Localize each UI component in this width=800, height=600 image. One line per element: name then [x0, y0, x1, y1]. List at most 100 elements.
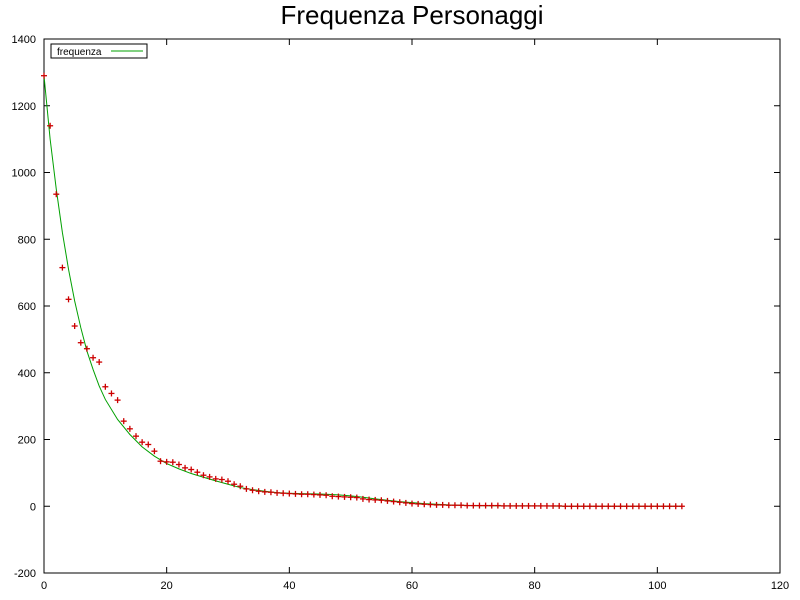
data-point [464, 502, 471, 509]
data-point [574, 503, 581, 510]
data-point [126, 425, 133, 432]
data-point [390, 498, 397, 505]
data-point [163, 458, 170, 465]
data-point [353, 494, 360, 501]
data-point [537, 502, 544, 509]
y-tick-label: 1400 [12, 34, 36, 46]
data-point [513, 502, 520, 509]
data-point [274, 489, 281, 496]
data-point [409, 500, 415, 507]
data-point [402, 499, 409, 506]
data-point [71, 323, 78, 330]
data-point [243, 485, 250, 492]
data-point [648, 503, 655, 510]
data-point [531, 502, 538, 509]
data-point [445, 502, 452, 509]
y-tick-label: 200 [18, 435, 36, 447]
data-point [586, 503, 593, 510]
data-point [611, 503, 618, 510]
data-point [261, 488, 268, 495]
data-point [654, 503, 661, 510]
data-point [421, 501, 428, 508]
data-point [568, 503, 575, 510]
data-point [384, 497, 391, 504]
data-point [439, 501, 446, 508]
data-point [114, 397, 121, 404]
data-point [298, 491, 305, 498]
y-tick-label: 600 [18, 301, 36, 313]
data-point [151, 448, 158, 455]
data-point [629, 503, 636, 510]
axis-ticks: 0 20 40 60 80 100 120 -200 0 200 400 600 800 1000 1200… [12, 34, 790, 592]
data-point [372, 496, 379, 503]
data-point [341, 493, 348, 500]
data-point [83, 345, 90, 352]
data-points-layer [41, 72, 685, 510]
data-point [237, 483, 244, 490]
x-tick-label: 120 [771, 580, 789, 592]
data-point [304, 491, 311, 498]
data-point [231, 481, 238, 488]
data-point [182, 464, 189, 471]
y-tick-label: 0 [30, 501, 36, 513]
data-point [317, 491, 323, 498]
data-point [476, 502, 483, 509]
data-point [169, 459, 176, 466]
data-point [267, 489, 274, 496]
x-tick-label: 40 [283, 580, 295, 592]
data-point [310, 491, 317, 498]
y-tick-label: -200 [14, 568, 36, 580]
data-point [501, 502, 507, 509]
data-point [96, 359, 103, 366]
data-point [666, 503, 673, 510]
data-point [494, 502, 501, 509]
legend: frequenza [50, 43, 148, 59]
data-point [280, 490, 287, 497]
data-point [218, 476, 225, 483]
data-point [139, 439, 146, 446]
x-tick-label: 20 [161, 580, 173, 592]
data-point [642, 503, 649, 510]
data-point [519, 502, 526, 509]
data-point [396, 499, 403, 506]
data-point [366, 496, 373, 503]
data-point [556, 502, 563, 509]
data-point [562, 503, 569, 510]
chart-title: Frequenza Personaggi [280, 0, 544, 30]
data-point [53, 191, 60, 198]
data-point [378, 497, 385, 504]
data-point [678, 503, 685, 510]
data-point [286, 490, 293, 497]
data-point [470, 502, 477, 509]
data-point [175, 461, 182, 468]
data-point [458, 502, 465, 509]
legend-label: frequenza [57, 47, 102, 58]
y-tick-label: 400 [18, 368, 36, 380]
data-point [427, 501, 434, 508]
data-point [660, 503, 667, 510]
data-point [359, 495, 366, 502]
data-point [605, 503, 612, 510]
data-point [41, 72, 47, 79]
data-point [550, 502, 557, 509]
data-point [507, 502, 514, 509]
data-point [623, 503, 630, 510]
x-tick-label: 60 [406, 580, 418, 592]
data-point [543, 502, 550, 509]
y-tick-label: 800 [18, 234, 36, 246]
data-point [194, 469, 201, 476]
data-point [488, 502, 495, 509]
data-point [133, 433, 139, 440]
data-point [102, 383, 109, 390]
data-point [580, 503, 587, 510]
data-point [482, 502, 489, 509]
data-point [329, 493, 336, 500]
data-point [323, 492, 330, 499]
data-point [200, 472, 207, 479]
data-point [347, 494, 354, 501]
data-point [90, 354, 97, 361]
data-point [335, 493, 342, 500]
y-tick-label: 1000 [12, 168, 36, 180]
data-point [212, 475, 219, 482]
